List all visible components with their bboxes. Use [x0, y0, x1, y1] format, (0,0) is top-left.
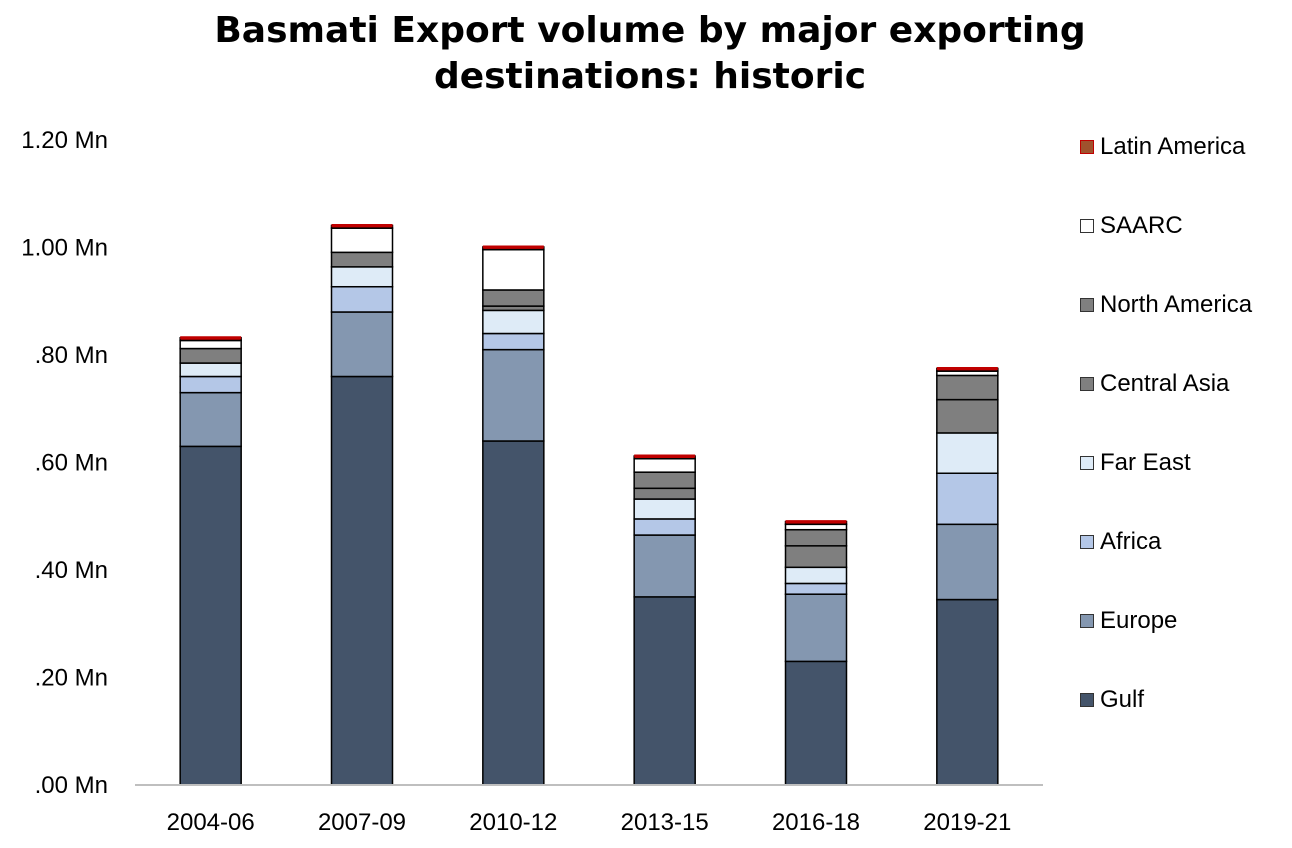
legend-label: Central Asia [1100, 370, 1230, 397]
y-tick-label: .60 Mn [35, 450, 108, 477]
bar-segment-central-asia [784, 545, 848, 569]
legend-item-europe: Europe [1080, 606, 1177, 636]
y-tick-label: .00 Mn [35, 772, 108, 799]
legend-item-gulf: Gulf [1080, 685, 1144, 715]
bar-segment-gulf [179, 445, 242, 786]
legend-swatch [1080, 614, 1094, 628]
legend-label: Africa [1100, 528, 1162, 555]
y-tick-label: .80 Mn [35, 342, 108, 369]
bar-segment-saarc [633, 457, 696, 473]
y-tick-label: .20 Mn [35, 665, 108, 692]
bar-segment-far-east [482, 309, 545, 335]
bar-segment-saarc [179, 339, 242, 350]
legend-swatch [1080, 535, 1094, 549]
bar-segment-far-east [179, 362, 242, 378]
legend-swatch [1080, 140, 1094, 154]
bar-segment-north-america [482, 289, 545, 307]
bar-segment-europe [482, 348, 545, 442]
bar-segment-africa [784, 582, 848, 595]
chart-title-line-1: Basmati Export volume by major exporting [214, 10, 1086, 51]
bar-segment-europe [784, 593, 848, 663]
bar-segment-europe [330, 311, 394, 378]
bar-segment-central-asia [936, 398, 999, 434]
legend-item-africa: Africa [1080, 527, 1161, 557]
legend-label: North America [1100, 291, 1253, 318]
bar-segment-gulf [633, 596, 696, 786]
legend-label: Gulf [1100, 686, 1145, 713]
bar-segment-north-america [784, 528, 848, 547]
chart-title-line-2: destinations: historic [433, 56, 867, 97]
bar-segment-gulf [330, 375, 394, 786]
legend-item-saarc: SAARC [1080, 211, 1183, 241]
bar-segment-north-america [179, 347, 242, 364]
bar-segment-gulf [482, 440, 545, 786]
bar-segment-saarc [330, 227, 394, 254]
legend-label: Europe [1100, 607, 1178, 634]
bar-segment-europe [633, 534, 696, 598]
bar-segment-far-east [936, 432, 999, 474]
legend-label: Far East [1100, 449, 1191, 476]
bar-segment-north-america [330, 251, 394, 268]
bar-segment-far-east [784, 566, 848, 585]
legend-item-central-asia: Central Asia [1080, 369, 1229, 399]
bar-segment-far-east [330, 266, 394, 288]
bar-segment-africa [633, 518, 696, 536]
legend-swatch [1080, 456, 1094, 470]
bars-group [179, 223, 999, 786]
legend-swatch [1080, 377, 1094, 391]
y-tick-label: .40 Mn [35, 557, 108, 584]
bar-segment-far-east [633, 498, 696, 520]
x-tick-label: 2013-15 [621, 809, 709, 836]
bar-segment-africa [330, 285, 394, 313]
bar-segment-africa [936, 472, 999, 526]
legend-swatch [1080, 298, 1094, 312]
bar-segment-north-america [936, 374, 999, 401]
legend-swatch [1080, 693, 1094, 707]
bar-segment-africa [482, 332, 545, 351]
bar-segment-europe [936, 523, 999, 601]
legend-label: Latin America [1100, 133, 1246, 160]
y-tick-label: 1.20 Mn [21, 127, 108, 154]
legend-item-latin-america: Latin America [1080, 132, 1245, 162]
x-tick-label: 2010-12 [469, 809, 557, 836]
legend-swatch [1080, 219, 1094, 233]
x-axis-ticks: 2004-06 2007-09 2010-12 2013-15 2016-18 2019-… [167, 809, 1012, 836]
x-tick-label: 2004-06 [167, 809, 255, 836]
bar-segment-saarc [784, 523, 848, 531]
bar-segment-central-asia [633, 487, 696, 500]
bar-segment-africa [179, 375, 242, 394]
x-tick-label: 2016-18 [772, 809, 860, 836]
bar-segment-gulf [936, 598, 999, 786]
bar-segment-saarc [482, 248, 545, 291]
bar-segment-gulf [784, 660, 848, 786]
chart-title: Basmati Export volume by major exporting… [0, 8, 1292, 100]
x-tick-label: 2007-09 [318, 809, 406, 836]
legend-label: SAARC [1100, 212, 1183, 239]
legend-item-north-america: North America [1080, 290, 1252, 320]
bar-segment-europe [179, 391, 242, 448]
x-tick-label: 2019-21 [923, 809, 1011, 836]
bar-segment-north-america [633, 471, 696, 490]
legend-item-far-east: Far East [1080, 448, 1191, 478]
y-axis-ticks: .00 Mn .20 Mn .40 Mn .60 Mn .80 Mn 1.00 Mn 1.2… [21, 127, 108, 799]
y-tick-label: 1.00 Mn [21, 235, 108, 262]
